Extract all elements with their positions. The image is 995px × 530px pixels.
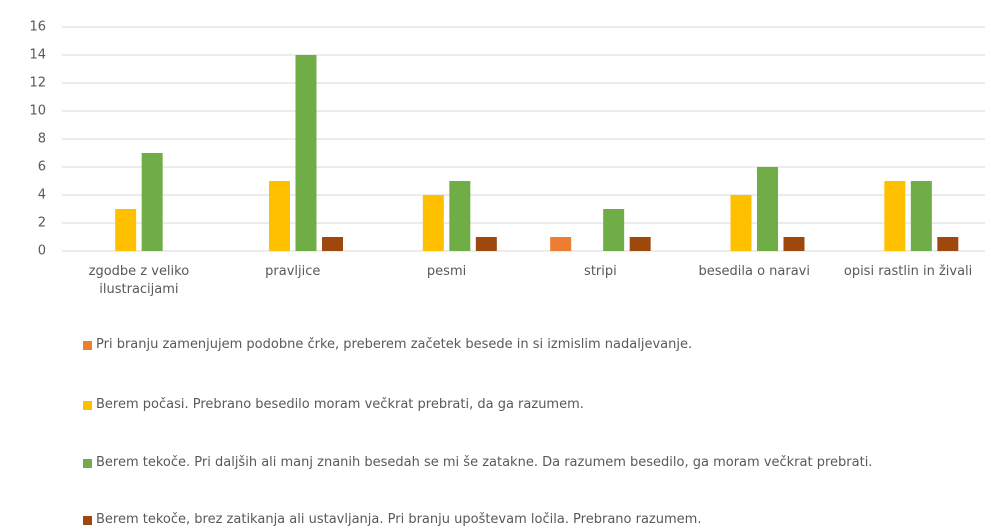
legend-swatch — [83, 341, 92, 350]
legend-swatch — [83, 401, 92, 410]
bar — [115, 209, 137, 251]
legend-label: Berem tekoče. Pri daljših ali manj znani… — [96, 455, 873, 470]
x-tick-label: stripi — [584, 264, 617, 279]
bar — [629, 237, 651, 251]
y-tick-label: 10 — [29, 104, 46, 119]
legend-label: Berem tekoče, brez zatikanja ali ustavlj… — [96, 512, 702, 527]
bar — [475, 237, 497, 251]
y-tick-label: 16 — [29, 20, 46, 35]
x-tick-label: pravljice — [265, 264, 321, 279]
bar — [449, 181, 471, 251]
bar — [603, 209, 625, 251]
bar — [910, 181, 932, 251]
bar — [550, 237, 572, 251]
legend-item: Pri branju zamenjujem podobne črke, preb… — [83, 335, 963, 355]
x-tick-label: besedila o naravi — [698, 264, 810, 279]
bar — [730, 195, 752, 251]
bar — [269, 181, 290, 251]
x-tick-label: opisi rastlin in živali — [843, 264, 973, 279]
bar — [884, 181, 906, 251]
legend-label: Pri branju zamenjujem podobne črke, preb… — [96, 337, 693, 352]
x-tick-label: pesmi — [426, 264, 467, 279]
bar — [783, 237, 805, 251]
bar — [322, 237, 343, 251]
legend-item: Berem počasi. Prebrano besedilo moram ve… — [83, 395, 963, 415]
y-tick-label: 0 — [38, 244, 46, 259]
bar — [422, 195, 444, 251]
y-tick-label: 12 — [29, 76, 46, 91]
legend-item: Berem tekoče. Pri daljših ali manj znani… — [83, 453, 963, 473]
bar — [757, 167, 778, 251]
bar — [141, 153, 163, 251]
legend-swatch — [83, 459, 92, 468]
y-tick-label: 2 — [38, 216, 46, 231]
y-tick-label: 4 — [38, 188, 46, 203]
bar — [295, 55, 317, 251]
y-tick-label: 8 — [38, 132, 46, 147]
bar — [937, 237, 959, 251]
legend-item: Berem tekoče, brez zatikanja ali ustavlj… — [83, 510, 963, 530]
legend-label: Berem počasi. Prebrano besedilo moram ve… — [96, 397, 584, 412]
x-tick-label: zgodbe z veliko ilustracijami — [88, 264, 190, 297]
legend-swatch — [83, 516, 92, 525]
y-tick-label: 14 — [29, 48, 46, 63]
y-tick-label: 6 — [38, 160, 46, 175]
